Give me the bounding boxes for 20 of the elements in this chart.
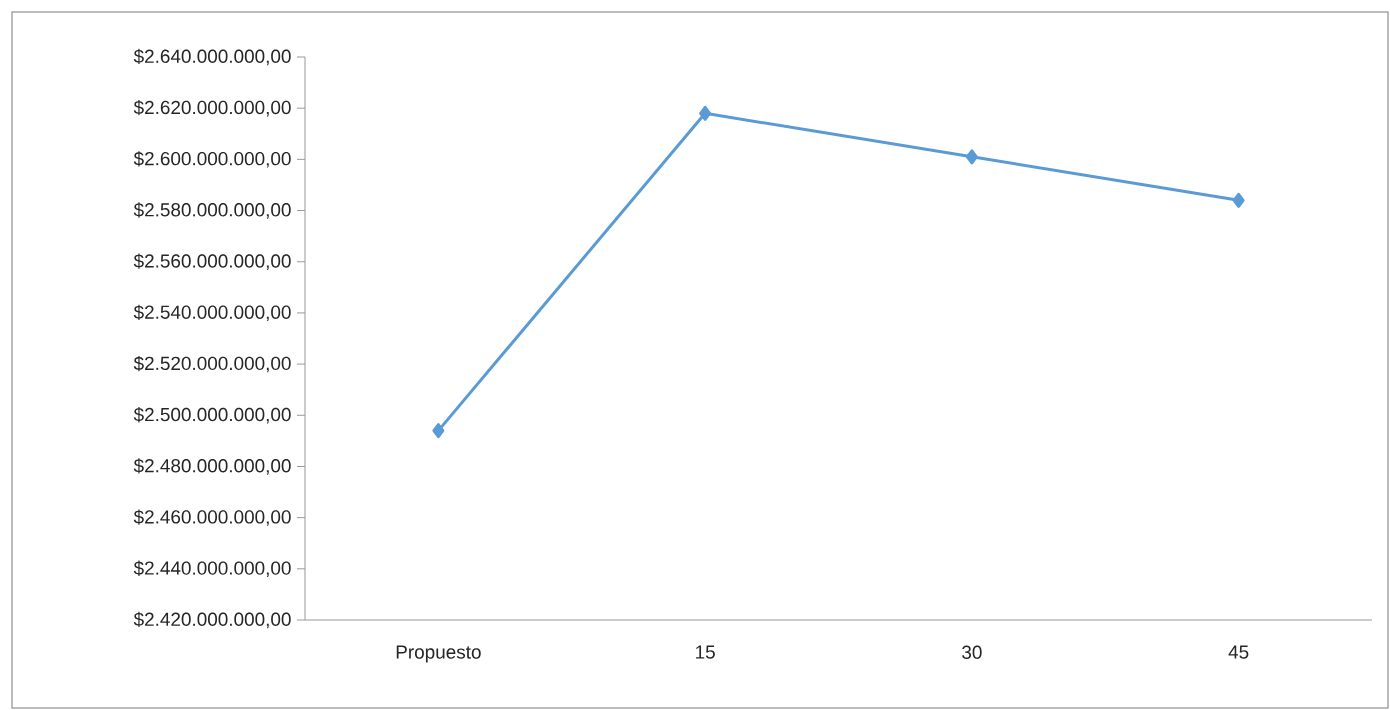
point (965, 149, 978, 165)
y-tick-label: $2.520.000.000,00 (133, 355, 291, 373)
x-tick-label: 15 (696, 645, 715, 659)
y-tick-label: $2.580.000.000,00 (133, 202, 291, 219)
point (699, 105, 712, 121)
x-tick-label: 45 (1228, 645, 1249, 659)
y-tick-label: $2.420.000.000,00 (133, 611, 291, 629)
x-tick-label: Propuesto (396, 645, 481, 663)
x-tick-label: 30 (962, 645, 982, 659)
y-tick-label: $2.560.000.000,00 (133, 253, 291, 270)
y-tick-label: $2.600.000.000,00 (133, 151, 291, 168)
y-tick-label: $2.640.000.000,00 (133, 48, 291, 66)
y-tick-label: $2.500.000.000,00 (133, 407, 291, 424)
y-tick-label: $2.480.000.000,00 (133, 458, 291, 475)
point (432, 423, 445, 439)
y-tick-label: $2.620.000.000,00 (133, 99, 291, 117)
point (1232, 192, 1245, 208)
y-tick-label: $2.440.000.000,00 (133, 560, 291, 578)
y-tick-label: $2.540.000.000,00 (133, 304, 291, 322)
y-tick-label: $2.460.000.000,00 (133, 509, 291, 526)
